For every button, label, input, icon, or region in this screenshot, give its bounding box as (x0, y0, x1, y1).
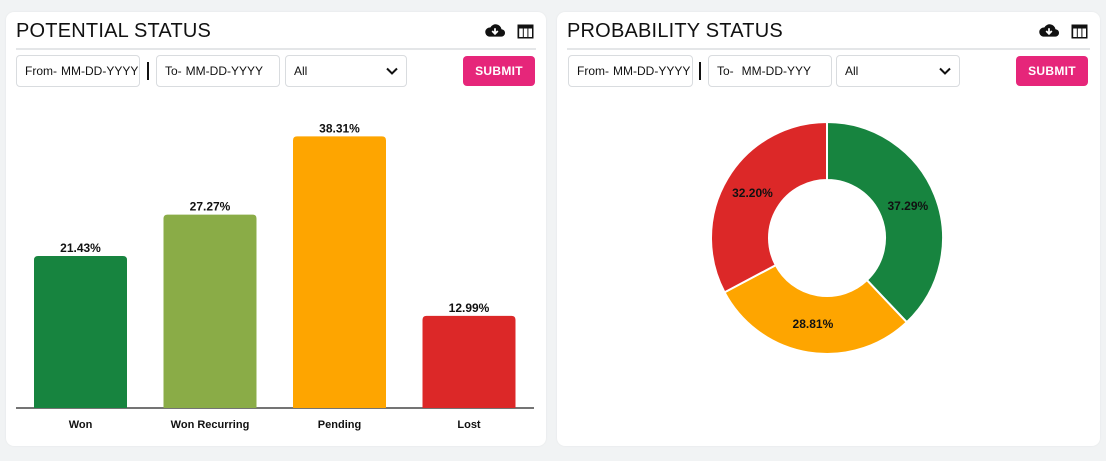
from-label: From- (577, 64, 609, 78)
from-date-field[interactable]: From- MM-DD-YYYY (568, 55, 693, 87)
to-label: To- (717, 64, 734, 78)
submit-button[interactable]: SUBMIT (1016, 56, 1088, 86)
slice-data-label: 37.29% (887, 199, 928, 213)
to-label: To- (165, 64, 182, 78)
slice-data-label: 28.81% (793, 317, 834, 331)
status-select-value: All (845, 64, 859, 78)
slice-data-label: 32.20% (732, 186, 773, 200)
bar[interactable] (163, 214, 257, 408)
from-date-placeholder: MM-DD-YYYY (613, 64, 691, 78)
bar-data-label: 12.99% (449, 301, 490, 315)
probability-status-donut-chart: 37.29% 28.81% 32.20% (710, 120, 944, 355)
table-icon[interactable] (1068, 22, 1090, 40)
status-select-value: All (294, 64, 308, 78)
probability-status-panel: PROBABILITY STATUS From- MM-DD-YYYY To- … (557, 12, 1100, 446)
cloud-download-icon[interactable] (484, 22, 506, 40)
bar[interactable] (293, 136, 386, 408)
bar-data-label: 27.27% (190, 200, 231, 214)
donut-slice[interactable] (826, 120, 944, 324)
to-date-field[interactable]: To- MM-DD-YYYY (156, 55, 280, 87)
table-icon[interactable] (514, 22, 536, 40)
x-tick-label: Won Recurring (171, 419, 250, 431)
potential-status-bar-chart: 21.43% Won 27.27% Won Recurring 38.31% Pendin… (16, 121, 534, 431)
to-date-placeholder: MM-DD-YYYY (185, 64, 264, 78)
bar[interactable] (422, 315, 516, 408)
donut-slice[interactable] (710, 120, 828, 294)
panel-title: POTENTIAL STATUS (16, 20, 212, 42)
status-select[interactable]: All (836, 55, 960, 87)
bar[interactable] (34, 256, 127, 408)
to-date-field[interactable]: To- MM-DD-YYY (708, 55, 832, 87)
panel-header: POTENTIAL STATUS (16, 12, 536, 50)
date-separator (147, 62, 149, 80)
donut-slice[interactable] (723, 263, 909, 355)
date-separator (699, 62, 701, 80)
from-date-placeholder: MM-DD-YYYY (61, 64, 139, 78)
from-date-field[interactable]: From- MM-DD-YYYY (16, 55, 140, 87)
chevron-down-icon (939, 67, 951, 75)
chevron-down-icon (386, 67, 398, 75)
panel-title: PROBABILITY STATUS (567, 20, 783, 42)
x-tick-label: Lost (457, 419, 481, 431)
submit-button[interactable]: SUBMIT (463, 56, 535, 86)
bar-data-label: 21.43% (60, 241, 101, 255)
x-tick-label: Won (69, 419, 93, 431)
bar-data-label: 38.31% (319, 121, 360, 135)
cloud-download-icon[interactable] (1038, 22, 1060, 40)
from-label: From- (25, 64, 57, 78)
panel-header: PROBABILITY STATUS (567, 12, 1090, 50)
x-tick-label: Pending (318, 419, 361, 431)
to-date-placeholder: MM-DD-YYY (741, 64, 811, 78)
status-select[interactable]: All (285, 55, 407, 87)
potential-status-panel: POTENTIAL STATUS From- MM-DD-YYYY To- MM… (6, 12, 546, 446)
